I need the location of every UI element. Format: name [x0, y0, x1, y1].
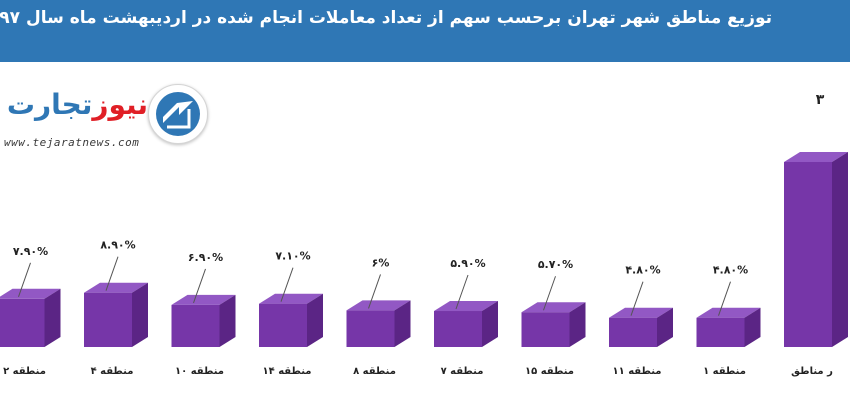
bar — [0, 298, 45, 347]
label-leader-line — [18, 262, 31, 297]
bar-top — [434, 301, 498, 312]
data-label: ۴.۸۰% — [625, 264, 660, 277]
chart-header: توزیع مناطق شهر تهران برحسب سهم از تعداد… — [0, 0, 850, 62]
label-leader-line — [543, 276, 556, 311]
bar-side — [657, 307, 673, 347]
logo-wordmark: نیوزتجارت — [7, 88, 148, 121]
bar-top — [784, 152, 848, 162]
data-label: ۵.۹۰% — [450, 257, 485, 270]
data-label: ۸.۹۰% — [100, 239, 135, 252]
tejaratnews-logo: نیوزتجارت www.tejaratnews.com — [0, 80, 210, 155]
bar — [696, 317, 745, 347]
data-label: ۶% — [372, 256, 390, 269]
logo-text-red: نیوز — [92, 88, 148, 121]
bar-top — [521, 302, 586, 313]
data-label: ۴.۸۰% — [713, 264, 748, 277]
label-leader-line — [630, 281, 644, 316]
data-label: ۶.۹۰% — [188, 251, 223, 264]
logo-text-blue: تجارت — [6, 88, 93, 121]
category-label: منطقه ۱۵ — [525, 366, 574, 377]
category-label: منطقه ۱۰ — [175, 366, 224, 377]
bar — [521, 312, 570, 347]
bar-side — [44, 288, 61, 347]
bar-chart: ۳ ر مناطق ۴.۸۰% منطقه ۱ ۴.۸۰% منطقه ۱۱ ۵.۷۰% من… — [0, 92, 848, 377]
bar-top — [0, 288, 61, 299]
category-label: منطقه ۱۱ — [613, 366, 662, 377]
bar-side — [307, 293, 323, 347]
bar — [171, 304, 220, 347]
category-label: منطقه ۲ — [3, 366, 46, 377]
bar-top — [346, 300, 411, 311]
category-label: ر مناطق — [791, 366, 833, 377]
category-label: منطقه ۴ — [91, 366, 134, 377]
bar-side — [219, 294, 236, 347]
bar-top — [696, 307, 761, 318]
category-label: منطقه ۷ — [441, 366, 484, 377]
logo-emblem-icon — [156, 92, 200, 136]
bar-side — [569, 302, 586, 347]
bar — [784, 162, 832, 347]
bar-top — [84, 282, 148, 293]
label-leader-line — [368, 274, 381, 309]
category-label: منطقه ۱۴ — [263, 366, 312, 377]
data-label: ۷.۹۰% — [13, 245, 48, 258]
data-label: ۷.۱۰% — [275, 250, 310, 263]
bar-side — [744, 307, 761, 347]
chart-title: توزیع مناطق شهر تهران برحسب سهم از تعداد… — [0, 8, 772, 28]
category-label: منطقه ۸ — [353, 366, 396, 377]
category-label: منطقه ۱ — [703, 366, 746, 377]
bar — [259, 303, 307, 347]
bar-side — [482, 301, 498, 347]
data-label: ۳ — [816, 92, 825, 108]
bar — [84, 292, 132, 347]
label-leader-line — [280, 267, 294, 302]
bar — [609, 317, 657, 347]
bar-side — [394, 300, 411, 347]
bar-side — [832, 152, 848, 347]
data-label: ۵.۷۰% — [538, 258, 573, 271]
label-leader-line — [455, 274, 469, 310]
bar-side — [132, 282, 148, 347]
bar — [346, 310, 395, 347]
bar — [434, 311, 482, 347]
logo-url: www.tejaratnews.com — [4, 136, 140, 149]
label-leader-line — [193, 268, 206, 304]
bar-top — [171, 294, 236, 305]
bar-top — [259, 293, 323, 304]
label-leader-line — [105, 256, 119, 291]
bar-top — [609, 307, 673, 318]
label-leader-line — [718, 281, 731, 316]
logo-emblem — [148, 84, 208, 144]
